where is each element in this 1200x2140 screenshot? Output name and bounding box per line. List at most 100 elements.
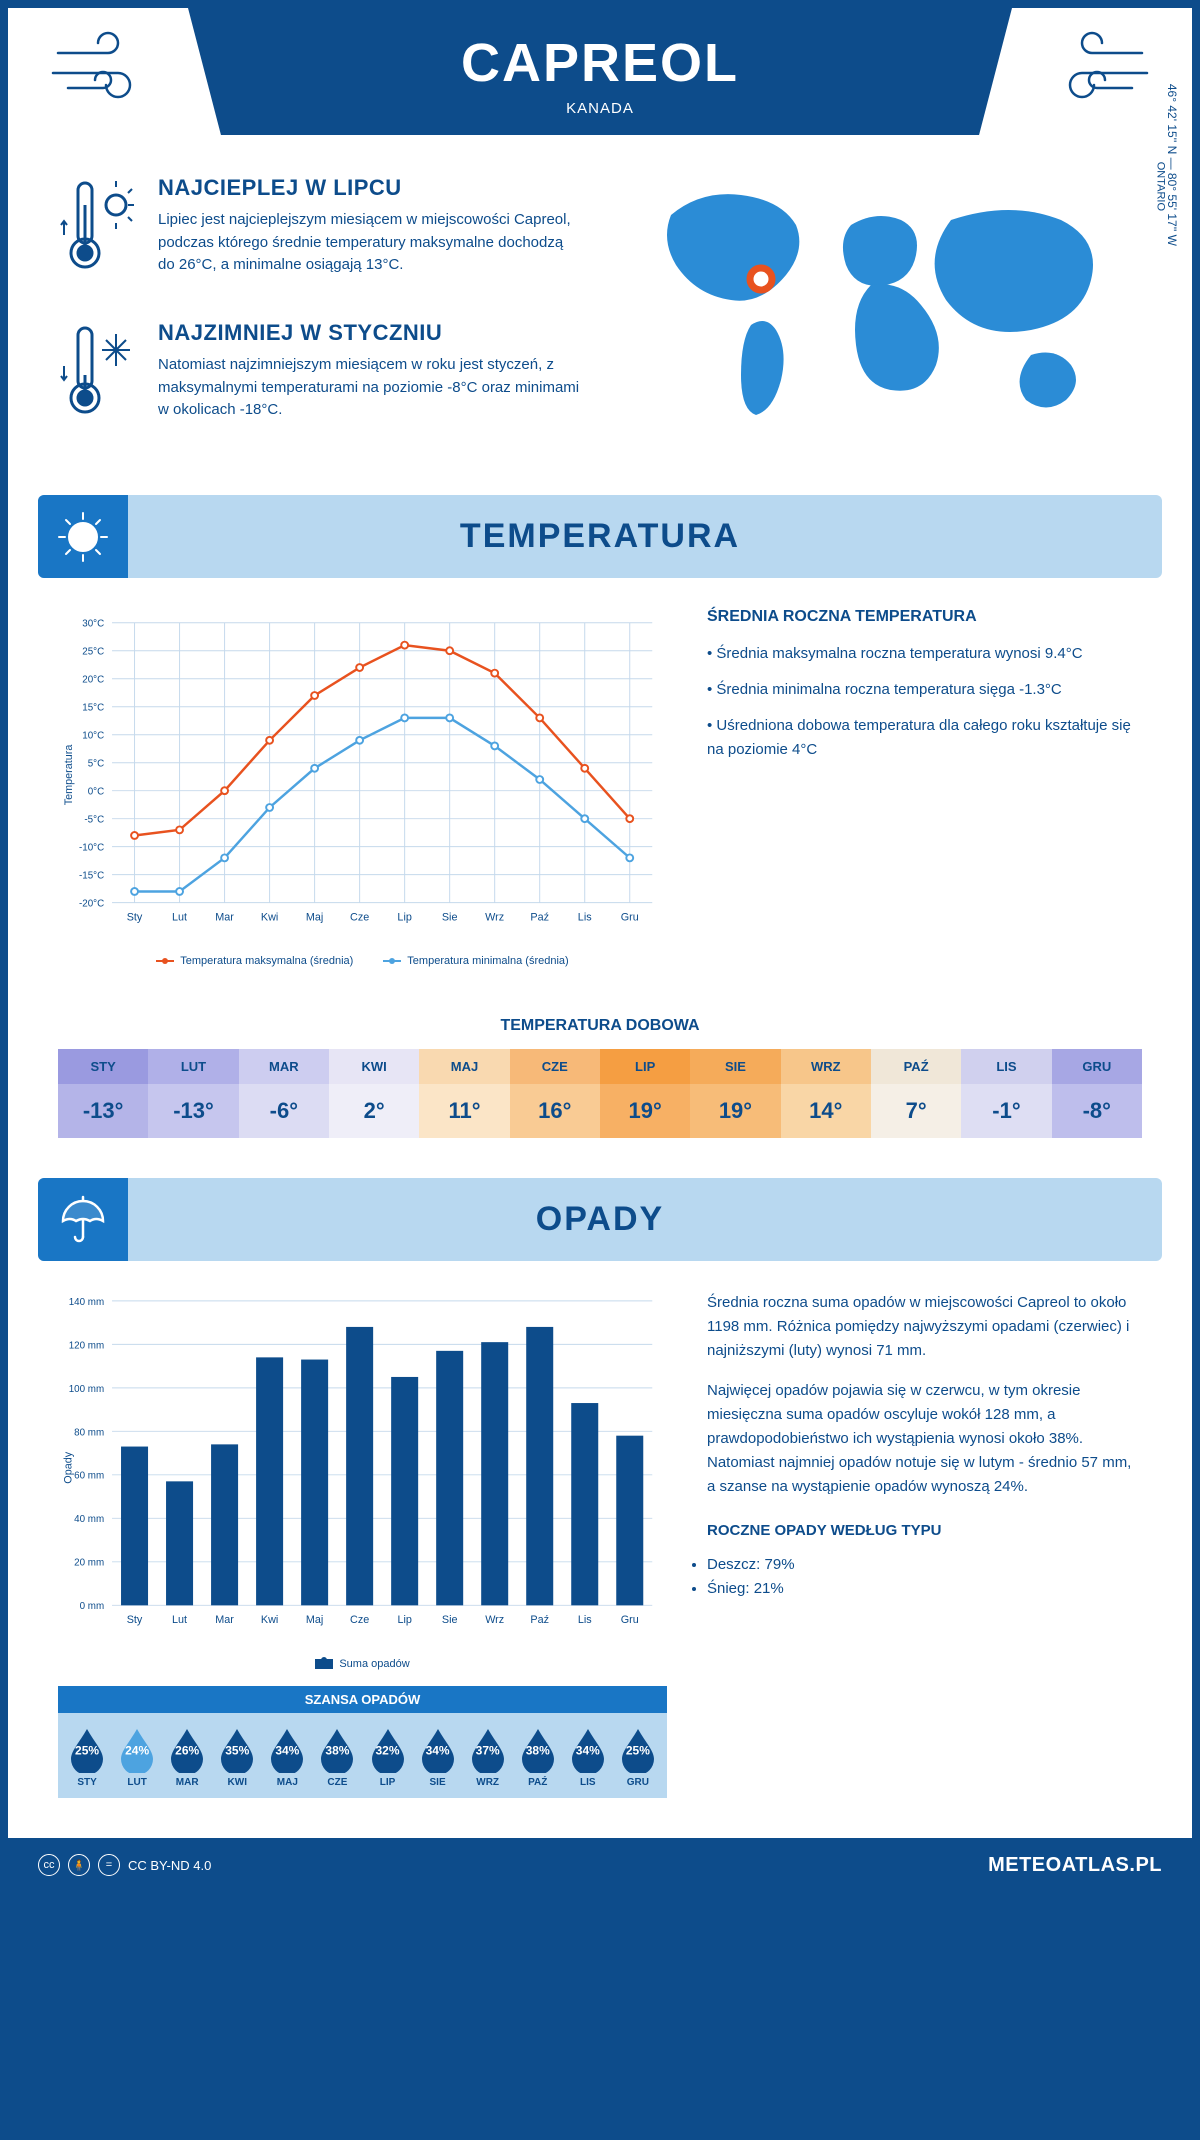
fact-cold-title: NAJZIMNIEJ W STYCZNIU bbox=[158, 320, 580, 346]
precip-left: 0 mm20 mm40 mm60 mm80 mm100 mm120 mm140 … bbox=[58, 1291, 667, 1798]
coords-label: 46° 42' 15'' N — 80° 55' 17'' W bbox=[1165, 84, 1179, 246]
daily-cell: PAŹ 7° bbox=[871, 1049, 961, 1138]
svg-text:Wrz: Wrz bbox=[485, 1614, 504, 1626]
legend-max: Temperatura maksymalna (średnia) bbox=[180, 955, 353, 967]
license: cc 🧍 = CC BY-ND 4.0 bbox=[38, 1854, 211, 1876]
chance-cell: 24% LUT bbox=[112, 1725, 162, 1788]
temperature-legend: Temperatura maksymalna (średnia) Tempera… bbox=[58, 955, 667, 967]
svg-text:20°C: 20°C bbox=[82, 675, 104, 686]
svg-text:60 mm: 60 mm bbox=[74, 1471, 104, 1482]
umbrella-icon bbox=[38, 1178, 128, 1261]
wind-icon-left bbox=[48, 28, 158, 108]
precip-chart: 0 mm20 mm40 mm60 mm80 mm100 mm120 mm140 … bbox=[58, 1291, 667, 1645]
thermometer-snow-icon bbox=[58, 320, 138, 435]
brand-label: METEOATLAS.PL bbox=[988, 1854, 1162, 1877]
legend-min: Temperatura minimalna (średnia) bbox=[407, 955, 568, 967]
chance-cell: 35% KWI bbox=[212, 1725, 262, 1788]
page-subtitle: KANADA bbox=[188, 100, 1012, 117]
daily-cell: STY -13° bbox=[58, 1049, 148, 1138]
fact-warmest: NAJCIEPLEJ W LIPCU Lipiec jest najcieple… bbox=[58, 175, 580, 290]
svg-text:140 mm: 140 mm bbox=[69, 1297, 104, 1308]
precip-legend: Suma opadów bbox=[58, 1658, 667, 1670]
daily-temp-table: STY -13°LUT -13°MAR -6°KWI 2°MAJ 11°CZE … bbox=[58, 1049, 1142, 1138]
wind-icon-right bbox=[1042, 28, 1152, 108]
svg-text:Cze: Cze bbox=[350, 911, 369, 923]
svg-text:Lis: Lis bbox=[578, 911, 592, 923]
daily-cell: MAR -6° bbox=[239, 1049, 329, 1138]
sun-icon bbox=[38, 495, 128, 578]
svg-text:Lis: Lis bbox=[578, 1614, 592, 1626]
svg-text:40 mm: 40 mm bbox=[74, 1514, 104, 1525]
chance-cell: 32% LIP bbox=[362, 1725, 412, 1788]
daily-cell: KWI 2° bbox=[329, 1049, 419, 1138]
svg-text:10°C: 10°C bbox=[82, 731, 104, 742]
svg-text:80 mm: 80 mm bbox=[74, 1427, 104, 1438]
svg-text:Temperatura: Temperatura bbox=[63, 745, 75, 806]
daily-cell: LUT -13° bbox=[148, 1049, 238, 1138]
svg-text:Kwi: Kwi bbox=[261, 1614, 278, 1626]
svg-text:-20°C: -20°C bbox=[79, 899, 104, 910]
chance-cell: 34% LIS bbox=[563, 1725, 613, 1788]
fact-coldest: NAJZIMNIEJ W STYCZNIU Natomiast najzimni… bbox=[58, 320, 580, 435]
svg-text:-15°C: -15°C bbox=[79, 871, 104, 882]
footer: cc 🧍 = CC BY-ND 4.0 METEOATLAS.PL bbox=[8, 1838, 1192, 1893]
temperature-chart-row: -20°C-15°C-10°C-5°C0°C5°C10°C15°C20°C25°… bbox=[8, 578, 1192, 997]
temperature-chart: -20°C-15°C-10°C-5°C0°C5°C10°C15°C20°C25°… bbox=[58, 608, 667, 967]
header-wrap: CAPREOL KANADA bbox=[8, 8, 1192, 135]
chance-cell: 38% PAŹ bbox=[513, 1725, 563, 1788]
svg-text:5°C: 5°C bbox=[88, 759, 104, 770]
svg-text:Maj: Maj bbox=[306, 1614, 323, 1626]
chance-title: SZANSA OPADÓW bbox=[58, 1686, 667, 1713]
avg-bullet: Średnia maksymalna roczna temperatura wy… bbox=[707, 642, 1142, 666]
cc-icon: cc bbox=[38, 1854, 60, 1876]
precip-text-2: Najwięcej opadów pojawia się w czerwcu, … bbox=[707, 1379, 1142, 1499]
intro-row: NAJCIEPLEJ W LIPCU Lipiec jest najcieple… bbox=[8, 135, 1192, 495]
temperature-banner-label: TEMPERATURA bbox=[460, 517, 740, 555]
svg-text:-5°C: -5°C bbox=[84, 815, 104, 826]
nd-icon: = bbox=[98, 1854, 120, 1876]
daily-cell: WRZ 14° bbox=[781, 1049, 871, 1138]
precip-banner-label: OPADY bbox=[536, 1200, 664, 1238]
avg-bullet: Uśredniona dobowa temperatura dla całego… bbox=[707, 714, 1142, 762]
thermometer-sun-icon bbox=[58, 175, 138, 290]
svg-text:20 mm: 20 mm bbox=[74, 1558, 104, 1569]
svg-text:Mar: Mar bbox=[215, 911, 234, 923]
daily-cell: SIE 19° bbox=[690, 1049, 780, 1138]
avg-bullets: Średnia maksymalna roczna temperatura wy… bbox=[707, 642, 1142, 762]
svg-text:Sty: Sty bbox=[127, 911, 143, 923]
svg-text:Sie: Sie bbox=[442, 911, 458, 923]
chance-cell: 34% MAJ bbox=[262, 1725, 312, 1788]
precip-type-title: ROCZNE OPADY WEDŁUG TYPU bbox=[707, 1519, 1142, 1543]
precip-info: Średnia roczna suma opadów w miejscowośc… bbox=[707, 1291, 1142, 1798]
svg-text:Paź: Paź bbox=[530, 911, 549, 923]
svg-text:Maj: Maj bbox=[306, 911, 323, 923]
fact-warm-title: NAJCIEPLEJ W LIPCU bbox=[158, 175, 580, 201]
map-marker bbox=[750, 268, 772, 290]
svg-text:Lip: Lip bbox=[397, 1614, 411, 1626]
by-icon: 🧍 bbox=[68, 1854, 90, 1876]
avg-title: ŚREDNIA ROCZNA TEMPERATURA bbox=[707, 608, 1142, 626]
chance-cell: 26% MAR bbox=[162, 1725, 212, 1788]
svg-text:Cze: Cze bbox=[350, 1614, 369, 1626]
svg-text:Mar: Mar bbox=[215, 1614, 234, 1626]
svg-text:Sie: Sie bbox=[442, 1614, 458, 1626]
avg-bullet: Średnia minimalna roczna temperatura się… bbox=[707, 678, 1142, 702]
chance-cell: 25% GRU bbox=[613, 1725, 663, 1788]
map-column: ONTARIO 46° 42' 15'' N — 80° 55' 17'' W bbox=[620, 175, 1142, 465]
precip-type-list: Deszcz: 79%Śnieg: 21% bbox=[707, 1553, 1142, 1601]
daily-cell: GRU -8° bbox=[1052, 1049, 1142, 1138]
chance-cell: 38% CZE bbox=[312, 1725, 362, 1788]
svg-text:Gru: Gru bbox=[621, 911, 639, 923]
svg-text:30°C: 30°C bbox=[82, 619, 104, 630]
fact-warm-text: Lipiec jest najcieplejszym miesiącem w m… bbox=[158, 209, 580, 277]
precip-type-item: Deszcz: 79% bbox=[707, 1553, 1142, 1577]
chance-cell: 25% STY bbox=[62, 1725, 112, 1788]
svg-text:Kwi: Kwi bbox=[261, 911, 278, 923]
temperature-banner: TEMPERATURA bbox=[38, 495, 1162, 578]
precip-type-item: Śnieg: 21% bbox=[707, 1577, 1142, 1601]
daily-cell: CZE 16° bbox=[510, 1049, 600, 1138]
svg-text:15°C: 15°C bbox=[82, 703, 104, 714]
svg-text:Lut: Lut bbox=[172, 911, 187, 923]
facts-column: NAJCIEPLEJ W LIPCU Lipiec jest najcieple… bbox=[58, 175, 580, 465]
svg-text:Lip: Lip bbox=[397, 911, 411, 923]
